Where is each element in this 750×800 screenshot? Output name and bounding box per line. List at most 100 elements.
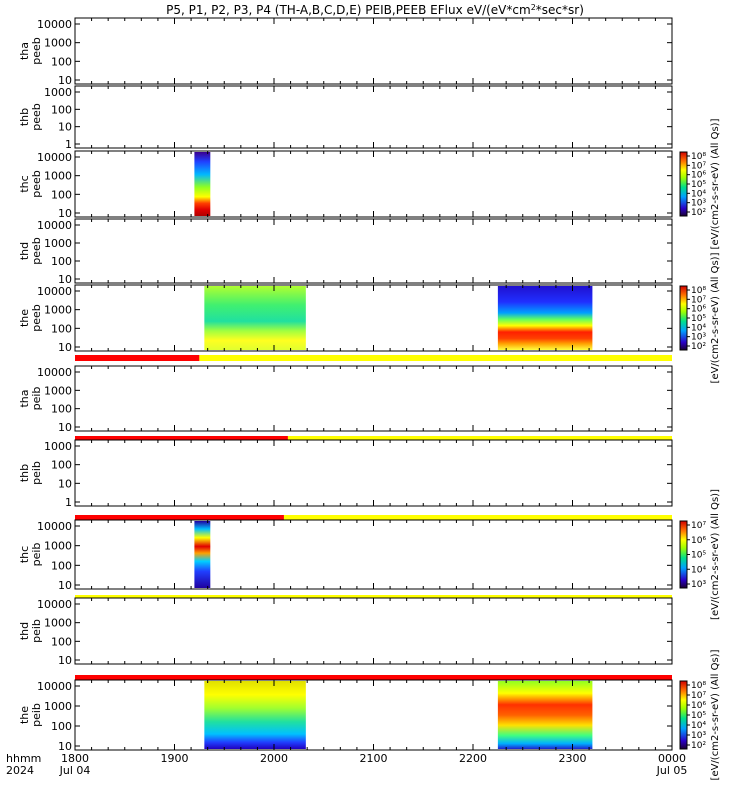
panel-background [75, 598, 672, 664]
colorbar-tick-label: 10⁷ [691, 521, 706, 531]
y-tick-label: 1 [65, 138, 72, 151]
colorbar: 10⁷ 10⁶ 10⁵ 10⁴ 10³ [eV/(cm2-s-sr-eV) (All Qs… [679, 489, 721, 620]
panel-thdpeib: 10000 1000 100 10 thd peib [18, 597, 673, 681]
x-tick-labels: 1800 1900 2000 2100 2200 2300 0000 [61, 752, 686, 765]
colorbar-tick-label: 10⁶ [691, 171, 706, 181]
panel-ylabel-probe: thc [18, 546, 31, 563]
colorbar-unit-label: [eV/(cm2-s-sr-eV) (All Qs)] [710, 252, 721, 383]
y-tick-label: 1000 [44, 440, 72, 453]
spectrogram-block [194, 521, 211, 588]
colorbar-tick-label: 10⁶ [691, 701, 706, 711]
flag-bar-segment [199, 355, 672, 361]
panel-ylabel-product: peeb [30, 304, 43, 332]
colorbar-tick-label: 10⁵ [691, 711, 706, 721]
panel-background [75, 440, 672, 506]
y-tick-label: 1000 [44, 86, 72, 99]
panel-background [75, 86, 672, 148]
y-tick-label: 100 [51, 403, 72, 416]
panel-ylabel-probe: the [18, 706, 31, 724]
colorbar-unit-label: [eV/(cm2-s-sr-eV) (All Qs)] [710, 489, 721, 620]
colorbar-tick-label: 10⁵ [691, 314, 706, 324]
flag-bar-segment [283, 515, 672, 521]
y-tick-label: 100 [51, 188, 72, 201]
colorbar-tick-label: 10⁶ [691, 305, 706, 315]
flag-bar-segment [75, 355, 200, 361]
colorbar-tick-label: 10² [691, 342, 706, 352]
panel-ylabel-product: peeb [30, 103, 43, 131]
y-tick-label: 1000 [44, 170, 72, 183]
y-tick-label: 100 [51, 255, 72, 268]
flag-bar-segment [75, 675, 672, 681]
y-tick-label: 1000 [44, 617, 72, 630]
spectrogram-block [497, 681, 593, 749]
spectrogram-block [204, 681, 306, 749]
y-tick-label: 10 [58, 74, 72, 87]
y-tick-label: 10 [58, 341, 72, 354]
spectrogram-block [204, 286, 306, 350]
y-tick-label: 10 [58, 421, 72, 434]
colorbar-tick-label: 10⁴ [691, 565, 706, 575]
x-axis-label-hhmm: hhmm [6, 752, 41, 765]
x-axis-start-date: Jul 04 [59, 764, 91, 777]
flag-bar-segment [75, 436, 288, 442]
spectrogram-block [497, 286, 593, 350]
colorbar-tick-label: 10⁷ [691, 691, 706, 701]
colorbar-tick-label: 10² [691, 741, 706, 751]
panel-background [75, 520, 672, 589]
x-axis-end-date: Jul 05 [656, 764, 688, 777]
y-tick-label: 10000 [37, 598, 72, 611]
panel-thdpeeb: 10000 1000 100 10 thd peeb [18, 218, 673, 286]
y-tick-label: 1000 [44, 700, 72, 713]
colorbar-tick-label: 10⁸ [691, 152, 706, 162]
panel-ylabel-probe: thb [18, 464, 31, 482]
colorbar-tick-label: 10⁷ [691, 161, 706, 171]
x-tick-label: 2000 [260, 752, 288, 765]
x-tick-label: 2100 [360, 752, 388, 765]
y-tick-label: 10000 [37, 680, 72, 693]
y-tick-label: 1000 [44, 237, 72, 250]
y-tick-label: 10 [58, 273, 72, 286]
panel-thapeeb: 10000 1000 100 10 tha peeb [18, 17, 673, 87]
panel-ylabel-product: peib [30, 461, 43, 485]
y-tick-label: 10000 [37, 18, 72, 31]
colorbar-tick-label: 10⁸ [691, 286, 706, 296]
colorbar-tick-label: 10⁸ [691, 681, 706, 691]
y-tick-label: 1000 [44, 384, 72, 397]
panel-thbpeeb: 1000 100 10 1 thb peeb [18, 85, 673, 151]
panel-ylabel-probe: thc [18, 175, 31, 192]
panel-ylabel-probe: thd [18, 622, 31, 640]
y-tick-label: 10 [58, 207, 72, 220]
colorbar-tick-label: 10³ [691, 333, 706, 343]
colorbar-tick-label: 10⁷ [691, 295, 706, 305]
panel-ylabel-product: peib [30, 703, 43, 727]
y-tick-label: 100 [51, 55, 72, 68]
colorbar-tick-label: 10⁵ [691, 180, 706, 190]
colorbar-tick-label: 10² [691, 208, 706, 218]
x-tick-label: 1800 [61, 752, 89, 765]
x-tick-label: 2200 [459, 752, 487, 765]
colorbar-tick-label: 10⁶ [691, 536, 706, 546]
panel-ylabel-probe: tha [18, 389, 31, 407]
panel-thepeib: 10000 1000 100 10 the peib [18, 679, 673, 753]
panel-background [75, 151, 672, 217]
y-tick-label: 10 [58, 654, 72, 667]
y-tick-label: 10000 [37, 366, 72, 379]
flag-bar-segment [75, 515, 284, 521]
colorbar-gradient [679, 680, 688, 750]
colorbar-tick-label: 10³ [691, 731, 706, 741]
panel-ylabel-product: peib [30, 619, 43, 643]
x-axis-label-year: 2024 [6, 764, 34, 777]
colorbar-unit-label: [eV/(cm2-s-sr-eV) (All Qs)] [710, 118, 721, 249]
colorbar-tick-label: 10⁴ [691, 721, 706, 731]
y-tick-label: 100 [51, 559, 72, 572]
panel-ylabel-probe: tha [18, 42, 31, 60]
colorbar-gradient [679, 151, 688, 217]
y-tick-label: 100 [51, 459, 72, 472]
flag-bar-segment [287, 436, 672, 442]
colorbar-tick-label: 10⁴ [691, 323, 706, 333]
